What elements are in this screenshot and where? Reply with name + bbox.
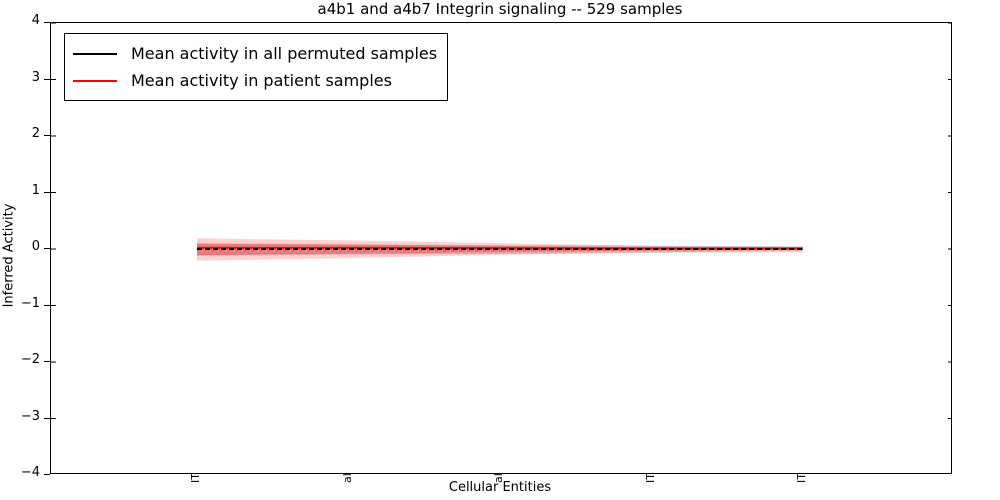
y-tick-label: −2 <box>20 352 40 367</box>
patient-confidence-band-outer <box>197 238 803 261</box>
y-tick-label: 4 <box>31 13 40 28</box>
legend-swatch-permuted <box>73 52 117 55</box>
y-tick-mark <box>44 78 50 80</box>
plot-area: Mean activity in all permuted samples Me… <box>50 22 952 474</box>
legend-entry-patient: Mean activity in patient samples <box>73 67 437 94</box>
y-tick-label: −3 <box>20 408 40 424</box>
y-axis-label: Inferred Activity <box>1 203 17 308</box>
y-tick-label: 1 <box>31 182 40 198</box>
y-tick-mark <box>44 191 50 193</box>
y-tick-mark <box>44 361 50 362</box>
y-tick-label: 0 <box>31 239 40 254</box>
chart-title: a4b1 and a4b7 Integrin signaling -- 529 … <box>317 0 683 18</box>
patient-confidence-band <box>197 243 803 256</box>
x-axis-label: Cellular Entities <box>448 480 552 495</box>
y-tick-label: −1 <box>20 295 40 311</box>
y-tick-label: 3 <box>31 69 40 85</box>
legend-label-permuted: Mean activity in all permuted samples <box>131 43 438 63</box>
mean-lines <box>197 246 803 250</box>
y-tick-mark <box>44 248 50 249</box>
y-tick-mark <box>44 417 50 419</box>
y-tick-mark <box>44 135 50 136</box>
data-series-svg <box>51 23 951 419</box>
y-tick-label: 2 <box>31 126 40 141</box>
legend-label-patient: Mean activity in patient samples <box>131 70 392 90</box>
y-tick-label: −4 <box>20 465 40 480</box>
data-layer <box>51 23 951 473</box>
legend-swatch-patient <box>73 79 117 82</box>
inner-y-tick-marks <box>51 23 951 419</box>
y-tick-mark <box>44 22 50 23</box>
confidence-bands <box>197 238 803 261</box>
chart-legend: Mean activity in all permuted samples Me… <box>64 33 449 101</box>
y-tick-mark <box>44 474 50 475</box>
y-tick-mark <box>44 304 50 306</box>
legend-entry-permuted: Mean activity in all permuted samples <box>73 40 437 67</box>
